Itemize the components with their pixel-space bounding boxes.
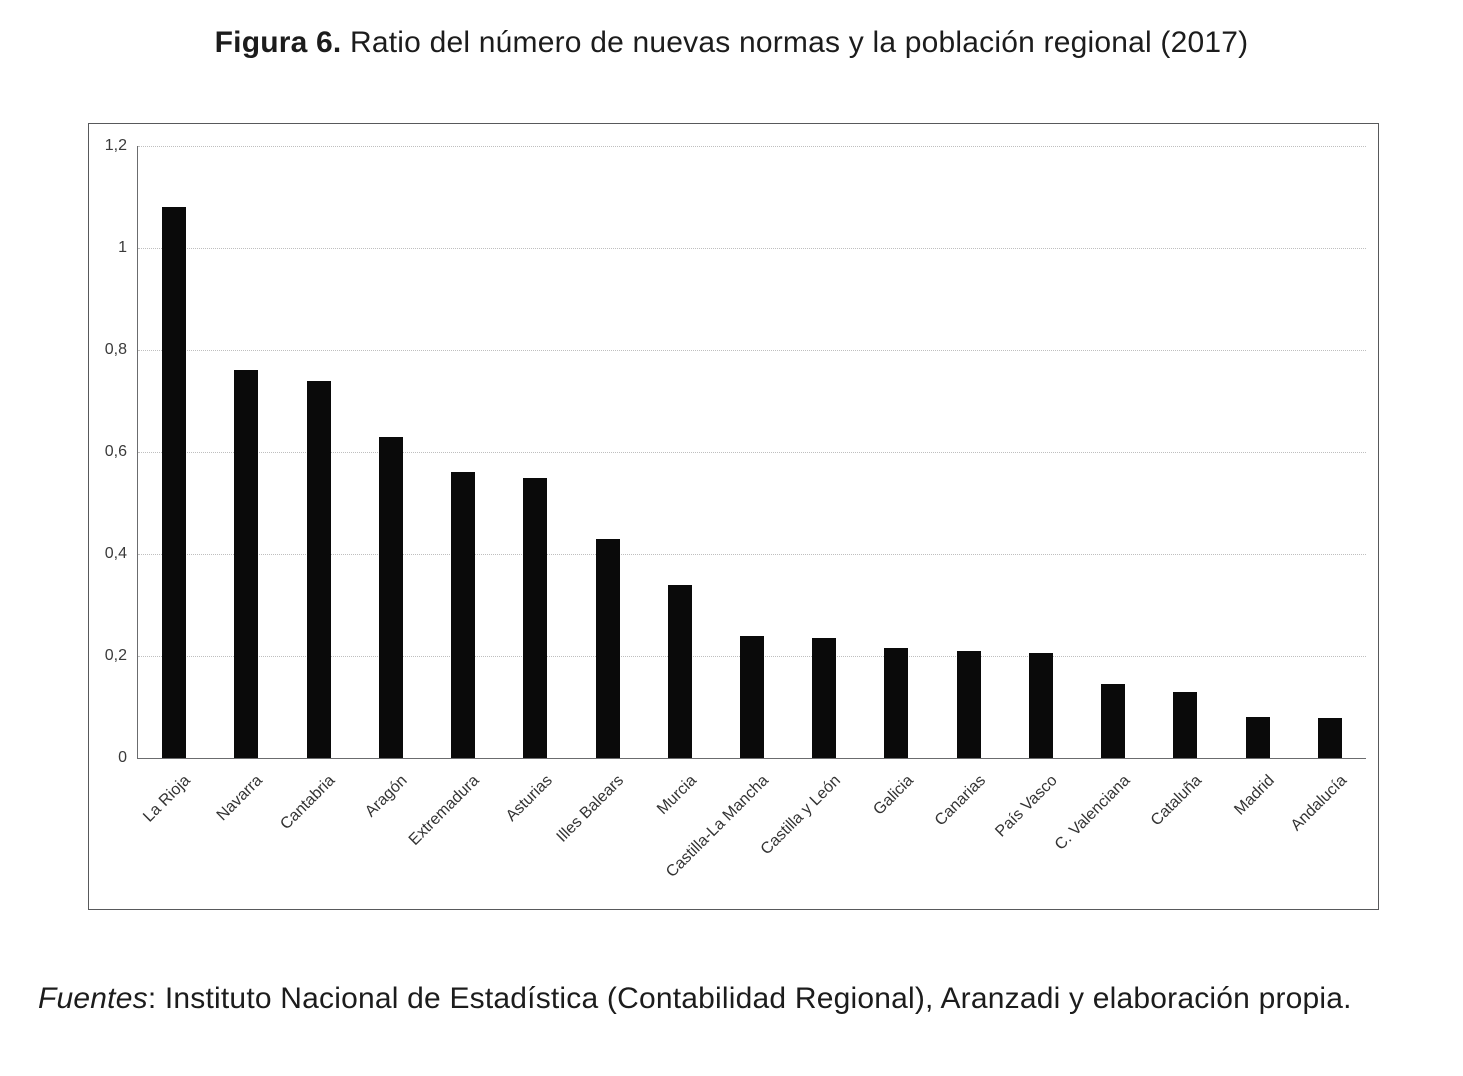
x-tick-label: Asturias — [502, 772, 556, 825]
bar-cantabria — [306, 380, 331, 758]
y-tick-label: 1 — [118, 239, 127, 256]
x-tick-label: C. Valenciana — [1051, 772, 1134, 854]
y-axis-labels: 0 0,2 0,4 0,6 0,8 1 1,2 — [89, 137, 129, 766]
x-tick-label: Illes Balears — [553, 772, 628, 846]
y-tick-label: 0,6 — [104, 443, 127, 460]
x-tick-label: Canarias — [931, 772, 989, 830]
x-tick-label: Cataluña — [1148, 772, 1206, 830]
y-tick-label: 0 — [118, 749, 127, 766]
y-tick-label: 1,2 — [104, 137, 127, 154]
x-tick-label: Extremadura — [406, 772, 484, 849]
x-tick-label: Andalucía — [1287, 772, 1350, 835]
bar-galicia — [884, 648, 909, 758]
gridline — [138, 554, 1366, 555]
figure-title: Figura 6. Ratio del número de nuevas nor… — [0, 26, 1463, 60]
bar-catalu-a — [1173, 691, 1198, 758]
chart-frame: 0 0,2 0,4 0,6 0,8 1 1,2 La Rioja Navarra Cantabr… — [88, 123, 1379, 910]
bar-andaluc-a — [1317, 718, 1342, 758]
x-tick-label: La Rioja — [140, 772, 195, 826]
bar-c-valenciana — [1101, 684, 1126, 758]
x-tick-label: País Vasco — [992, 772, 1061, 841]
x-tick-label: Aragón — [362, 772, 411, 821]
y-tick-label: 0,8 — [104, 341, 127, 358]
bar-canarias — [956, 650, 981, 758]
bar-arag-n — [378, 436, 403, 758]
gridline — [138, 350, 1366, 351]
source-note-text: : Instituto Nacional de Estadística (Con… — [147, 982, 1352, 1015]
source-note-label: Fuentes — [38, 982, 148, 1015]
bar-asturias — [523, 477, 548, 758]
x-axis-labels: La Rioja Navarra Cantabria Aragón Extremadur… — [137, 766, 1366, 906]
source-note: Fuentes: Instituto Nacional de Estadísti… — [38, 982, 1352, 1016]
figure-title-text: Ratio del número de nuevas normas y la p… — [341, 26, 1249, 59]
bar-extremadura — [451, 472, 476, 758]
x-tick-label: Navarra — [214, 772, 267, 825]
bar-pa-s-vasco — [1028, 653, 1053, 758]
bar-castilla-y-le-n — [812, 638, 837, 758]
gridline — [138, 452, 1366, 453]
x-tick-label: Madrid — [1231, 772, 1278, 819]
plot-area — [137, 146, 1366, 759]
bar-castilla-la-mancha — [740, 635, 764, 758]
x-tick-label: Murcia — [653, 772, 700, 818]
gridline — [138, 248, 1366, 249]
bar-murcia — [667, 584, 692, 758]
bar-illes-balears — [595, 538, 620, 758]
figure-title-label: Figura 6. — [214, 26, 342, 59]
y-tick-label: 0,2 — [104, 647, 127, 664]
gridline — [138, 146, 1366, 147]
x-tick-label: Galicia — [869, 772, 917, 819]
y-tick-label: 0,4 — [104, 545, 127, 562]
bar-la-rioja — [162, 207, 187, 758]
bar-navarra — [234, 370, 259, 758]
bar-madrid — [1245, 717, 1270, 758]
x-tick-label: Cantabria — [277, 772, 339, 834]
